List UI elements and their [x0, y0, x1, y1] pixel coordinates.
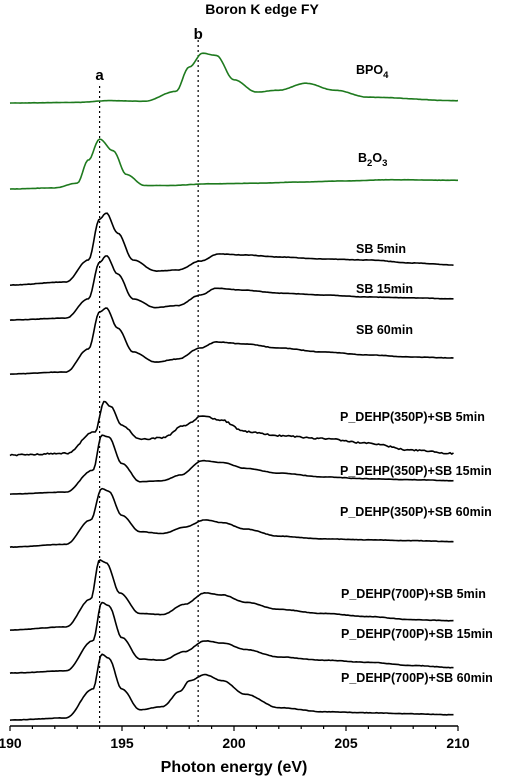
- x-tick-label-190: 190: [0, 735, 22, 751]
- x-axis-title: Photon energy (eV): [161, 759, 308, 776]
- series-label-b2o3: B2O3: [358, 151, 387, 169]
- x-tick-label-205: 205: [334, 735, 358, 751]
- series-label-p-dehp-700p-sb-15min: P_DEHP(700P)+SB 15min: [341, 627, 493, 641]
- series-label-sb-60min: SB 60min: [356, 323, 413, 337]
- trace-p-dehp-350p-sb-60min: [9, 487, 454, 548]
- series-label-sb-15min: SB 15min: [356, 282, 413, 296]
- trace-b2o3: [9, 138, 458, 190]
- peak-markers: ab: [95, 26, 203, 726]
- x-tick-label-195: 195: [110, 735, 134, 751]
- trace-p-dehp-350p-sb-5min: [9, 400, 454, 457]
- series-label-bpo4: BPO4: [356, 63, 389, 81]
- trace-sb-5min: [9, 212, 454, 286]
- trace-p-dehp-700p-sb-5min: [9, 559, 454, 631]
- x-tick-label-210: 210: [446, 735, 470, 751]
- trace-sb-60min: [9, 307, 454, 375]
- spectra-traces: [9, 52, 459, 721]
- series-labels: BPO4 B2O3 SB 5min SB 15min SB 60min P_DEHP(35…: [340, 63, 493, 685]
- trace-p-dehp-350p-sb-15min: [9, 434, 454, 495]
- series-label-p-dehp-350p-sb-60min: P_DEHP(350P)+SB 60min: [340, 505, 492, 519]
- series-label-p-dehp-350p-sb-15min: P_DEHP(350P)+SB 15min: [340, 464, 492, 478]
- peak-marker-a-label: a: [95, 67, 104, 84]
- trace-bpo4: [9, 52, 459, 104]
- x-axis-ticks: 190 195 200 205 210: [0, 726, 470, 751]
- series-label-p-dehp-700p-sb-60min: P_DEHP(700P)+SB 60min: [341, 671, 493, 685]
- trace-sb-15min: [9, 255, 454, 321]
- trace-p-dehp-700p-sb-15min: [9, 601, 454, 674]
- series-label-p-dehp-700p-sb-5min: P_DEHP(700P)+SB 5min: [341, 587, 486, 601]
- peak-marker-b-label: b: [194, 26, 203, 43]
- chart-title: Boron K edge FY: [205, 1, 319, 17]
- series-label-sb-5min: SB 5min: [356, 242, 406, 256]
- x-tick-label-200: 200: [222, 735, 246, 751]
- series-label-p-dehp-350p-sb-5min: P_DEHP(350P)+SB 5min: [340, 410, 485, 424]
- trace-p-dehp-700p-sb-60min: [9, 653, 454, 721]
